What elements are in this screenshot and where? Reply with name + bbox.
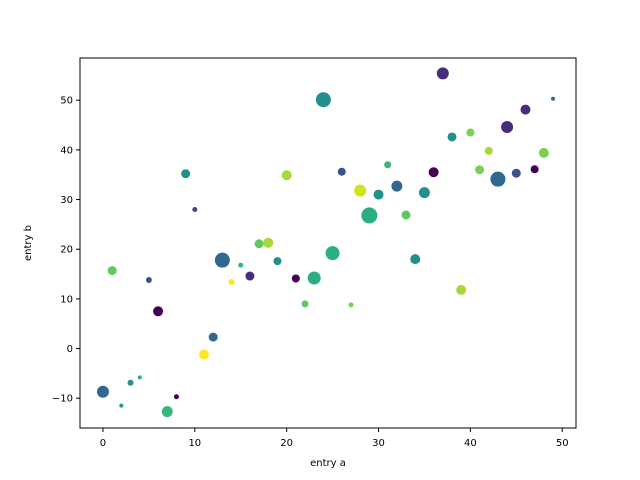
data-point-37 (436, 67, 449, 80)
data-point-43 (490, 171, 506, 187)
data-point-24 (315, 92, 331, 108)
data-point-23 (307, 271, 321, 285)
x-tick-label: 40 (464, 438, 477, 449)
data-point-8 (173, 394, 179, 400)
data-point-2 (119, 403, 124, 408)
y-tick-label: 20 (60, 245, 73, 256)
data-point-11 (199, 349, 209, 360)
data-point-33 (401, 210, 411, 220)
data-point-3 (127, 379, 134, 386)
plot-frame (79, 57, 577, 429)
data-point-31 (384, 161, 392, 169)
data-point-44 (501, 121, 514, 134)
data-point-19 (273, 257, 282, 266)
y-axis-ticks: −10 0 10 20 30 40 50 (52, 96, 80, 405)
data-point-0 (96, 385, 109, 398)
y-tick-label: 50 (60, 96, 73, 107)
data-point-27 (348, 302, 354, 308)
points-layer (96, 67, 556, 418)
data-point-13 (214, 252, 230, 268)
data-point-20 (281, 170, 292, 181)
data-point-30 (373, 189, 384, 200)
data-point-32 (391, 180, 403, 192)
data-point-21 (291, 274, 300, 283)
data-point-40 (466, 128, 475, 137)
data-point-42 (484, 146, 493, 155)
data-point-41 (475, 165, 485, 175)
data-point-25 (325, 246, 340, 261)
data-point-14 (228, 278, 235, 285)
x-tick-label: 10 (188, 438, 201, 449)
data-point-39 (456, 284, 467, 295)
data-point-45 (511, 168, 521, 178)
x-tick-label: 0 (100, 438, 106, 449)
data-point-22 (301, 300, 309, 308)
data-point-46 (520, 104, 531, 115)
data-point-34 (410, 254, 421, 265)
x-tick-label: 30 (372, 438, 385, 449)
x-tick-label: 20 (280, 438, 293, 449)
data-point-28 (354, 184, 367, 197)
data-point-36 (428, 167, 439, 178)
data-point-6 (153, 306, 164, 317)
data-point-49 (551, 96, 556, 101)
data-point-29 (361, 207, 378, 224)
data-point-1 (107, 266, 117, 276)
data-point-7 (161, 406, 173, 418)
data-point-17 (254, 239, 264, 249)
data-point-38 (447, 132, 457, 142)
x-axis-ticks: 0 10 20 30 40 50 (100, 428, 569, 449)
y-axis-label: entry b (23, 225, 34, 261)
y-tick-label: 30 (60, 195, 73, 206)
data-point-26 (337, 167, 346, 176)
data-point-35 (418, 187, 430, 199)
y-tick-label: −10 (52, 394, 73, 405)
data-point-5 (145, 277, 152, 283)
data-point-18 (263, 237, 274, 248)
x-axis-label: entry a (310, 458, 346, 469)
y-tick-label: 40 (60, 145, 73, 156)
data-point-15 (238, 262, 244, 268)
y-tick-label: 0 (67, 344, 73, 355)
data-point-10 (192, 206, 198, 212)
y-tick-label: 10 (60, 294, 73, 305)
data-point-12 (208, 332, 218, 342)
data-point-48 (538, 147, 549, 158)
data-point-16 (245, 271, 255, 281)
data-point-9 (181, 169, 191, 179)
data-point-4 (137, 375, 142, 380)
x-tick-label: 50 (556, 438, 569, 449)
data-point-47 (530, 165, 539, 174)
